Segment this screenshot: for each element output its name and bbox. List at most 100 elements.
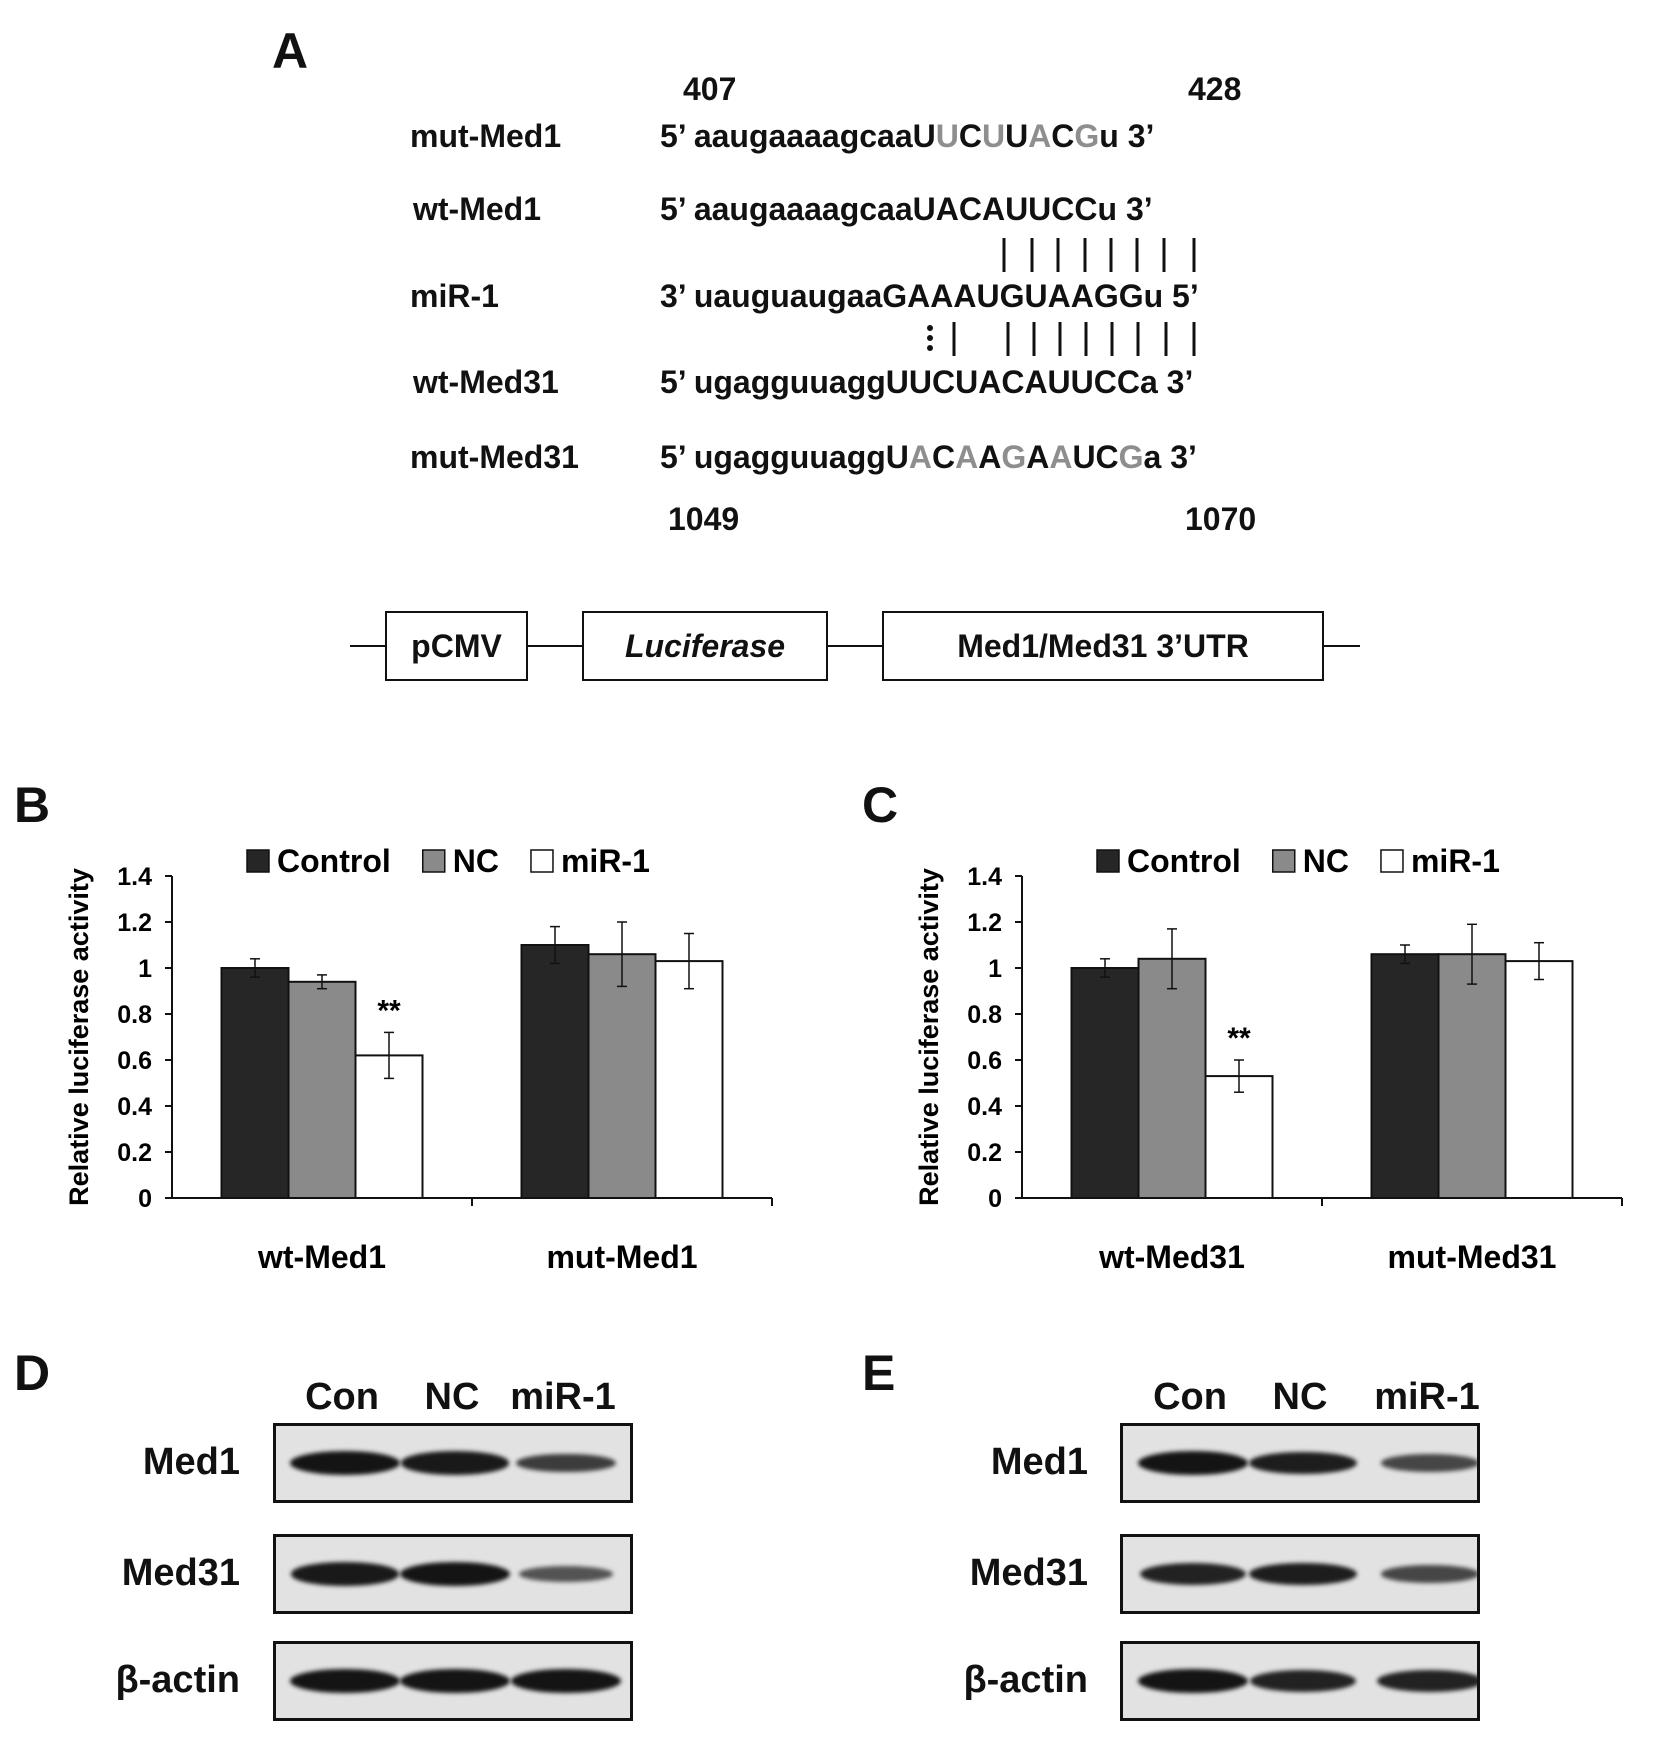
x-category-label: wt-Med31 (1098, 1239, 1245, 1275)
lane-label-nc: NC (1272, 1376, 1328, 1418)
legend-swatch-control (246, 849, 270, 873)
bar-mir-1-mut-med1 (654, 960, 724, 1199)
panel-c-letter: C (862, 777, 899, 833)
sequence-segment: A (1026, 439, 1050, 475)
blot-band (515, 1453, 617, 1473)
x-category-label: mut-Med1 (546, 1239, 697, 1275)
legend-swatch-mir-1 (530, 849, 554, 873)
utr-box: Med1/Med31 3’UTR (882, 611, 1324, 681)
blot-band (290, 1451, 400, 1475)
y-axis-label: Relative luciferase activity (914, 868, 944, 1206)
legend-swatch-nc (1272, 849, 1296, 873)
x-category-label: wt-Med1 (257, 1239, 386, 1275)
sequence-segment: 5’ ugagguuaggUUCUACAUUCCa 3’ (660, 364, 1194, 400)
blot-row-label: Med1 (142, 1441, 240, 1483)
y-tick-label: 0.8 (967, 1001, 1002, 1029)
blot-band (1376, 1669, 1477, 1693)
bar-control-mut-med31 (1370, 953, 1440, 1199)
sequence-label-mut-med1: mut-Med1 (410, 118, 562, 154)
blot-strip-med1 (1120, 1423, 1480, 1503)
x-category-label: mut-Med31 (1388, 1239, 1557, 1275)
legend-swatch-control (1096, 849, 1120, 873)
blot-row-label: β-actin (963, 1659, 1088, 1701)
legend-label-nc: NC (1303, 843, 1349, 879)
bar-nc-wt-med31 (1137, 957, 1207, 1199)
blot-band (290, 1669, 400, 1693)
mutated-base: A (955, 439, 979, 475)
legend-swatch-mir-1 (1380, 849, 1404, 873)
blot-row-label: Med31 (121, 1552, 240, 1594)
bottom-start-position: 1049 (668, 501, 740, 537)
lane-label-con: Con (305, 1376, 379, 1418)
y-tick-label: 0.6 (967, 1047, 1002, 1075)
significance-label: ** (1227, 1022, 1251, 1055)
blot-row-label: Med1 (990, 1441, 1088, 1483)
blot-strip-med31 (273, 1534, 633, 1614)
sequence-label-mut-med31: mut-Med31 (410, 439, 579, 475)
bar-nc-wt-med1 (287, 980, 357, 1199)
sequence-mir-1: 3’ uauguaugaaGAAAUGUAAGGu 5’ (660, 280, 1199, 312)
panel-a-letter: A (272, 23, 309, 79)
upper-pairing-lines (1002, 238, 1196, 272)
sequence-segment: 5’ aaugaaaagcaaUACAUUCCu 3’ (660, 191, 1153, 227)
mutated-base: G (1074, 118, 1100, 154)
blot-strip-med1 (273, 1423, 633, 1503)
lane-label-mir-1: miR-1 (510, 1376, 616, 1418)
blot-strip-actin (273, 1641, 633, 1721)
legend-swatch-nc (422, 849, 446, 873)
sequence-segment: 3’ uauguaugaaGAAAUGUAAGGu 5’ (660, 278, 1199, 314)
construct-backbone (350, 645, 1360, 647)
sequence-segment: A (978, 439, 1002, 475)
luciferase-box: Luciferase (582, 611, 828, 681)
top-start-position: 407 (683, 71, 737, 107)
sequence-segment: C (932, 439, 956, 475)
pairing-lines (927, 238, 1196, 356)
sequence-segment: C (958, 118, 982, 154)
y-tick-label: 0.6 (117, 1047, 152, 1075)
mutated-base: G (1001, 439, 1027, 475)
sequence-label-wt-med1: wt-Med1 (413, 191, 541, 227)
sequence-segment: C (1051, 118, 1075, 154)
y-tick-label: 1.4 (117, 863, 152, 891)
blot-band (1381, 1454, 1477, 1472)
sequence-segment: a 3’ (1143, 439, 1197, 475)
sequence-segment: U (1005, 118, 1029, 154)
sequence-wt-med1: 5’ aaugaaaagcaaUACAUUCCu 3’ (660, 193, 1153, 225)
y-tick-label: 0.2 (967, 1139, 1002, 1167)
y-tick-label: 0 (138, 1185, 152, 1213)
blot-band (511, 1669, 621, 1693)
significance-label: ** (377, 994, 401, 1027)
y-tick-label: 1.2 (117, 909, 152, 937)
legend-label-mir-1: miR-1 (561, 843, 650, 879)
bottom-end-position: 1070 (1185, 501, 1257, 537)
legend-label-control: Control (277, 843, 391, 879)
blot-band (1138, 1451, 1248, 1475)
mutated-base: G (1118, 439, 1144, 475)
y-tick-label: 0 (988, 1185, 1002, 1213)
mutated-base: A (908, 439, 932, 475)
blot-band (1249, 1451, 1357, 1475)
blot-band (1138, 1669, 1248, 1693)
blot-strip-actin (1120, 1641, 1480, 1721)
y-tick-label: 0.8 (117, 1001, 152, 1029)
y-tick-label: 1 (988, 955, 1002, 983)
panel-d-letter: D (14, 1345, 51, 1401)
legend-label-mir-1: miR-1 (1411, 843, 1500, 879)
mutated-base: U (935, 118, 959, 154)
blot-band (400, 1562, 510, 1586)
bar-control-wt-med31 (1070, 967, 1140, 1199)
sequence-label-wt-med31: wt-Med31 (413, 364, 559, 400)
lane-label-mir-1: miR-1 (1374, 1376, 1480, 1418)
sequence-segment: 5’ aaugaaaagcaaU (660, 118, 936, 154)
gu-wobble-dots (927, 325, 933, 351)
y-axis-label: Relative luciferase activity (64, 868, 94, 1206)
bar-mir-1-wt-med31 (1204, 1075, 1274, 1200)
y-tick-label: 0.4 (967, 1093, 1002, 1121)
blot-strip-med31 (1120, 1534, 1480, 1614)
sequence-segment: u 3’ (1099, 118, 1155, 154)
mutated-base: A (1028, 118, 1052, 154)
blot-band (518, 1566, 614, 1582)
y-tick-label: 1.4 (967, 863, 1002, 891)
y-tick-label: 1.2 (967, 909, 1002, 937)
chart-c: Relative luciferase activity 0 0.2 0.4 0.6 0.… (914, 843, 1623, 1275)
